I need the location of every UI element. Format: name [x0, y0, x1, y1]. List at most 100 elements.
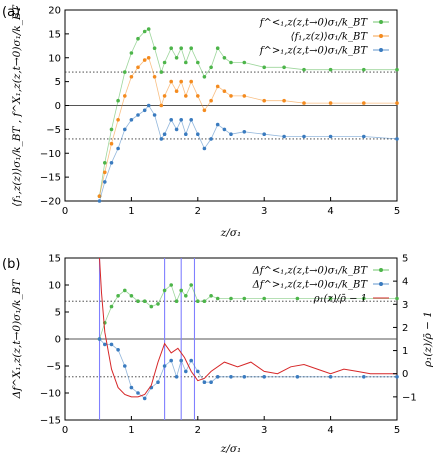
data-point-0-3	[116, 294, 120, 298]
data-point-0-20	[215, 46, 220, 50]
legend-label-1: Δf^>₁,z(z,t→0)σ₁/k_BT	[252, 280, 369, 291]
data-point-0-14	[184, 294, 188, 298]
data-point-0-23	[295, 296, 300, 301]
x-tick-label: 5	[394, 425, 400, 436]
data-point-2-4	[123, 127, 127, 132]
y-tick-label: 0	[55, 335, 61, 346]
x-tick-label: 1	[128, 425, 134, 436]
data-point-1-7	[142, 396, 147, 401]
data-point-0-20	[229, 296, 233, 301]
y2-tick-label: 5	[402, 254, 408, 265]
data-point-2-12	[169, 118, 173, 122]
data-point-0-17	[202, 299, 207, 304]
data-point-1-9	[152, 75, 157, 79]
data-point-2-27	[328, 134, 333, 139]
panel-a-ticks: 0 1 2 3 4 5 −20 −15 −10 −5 0 5 10 15 20	[40, 6, 400, 218]
data-point-1-27	[328, 101, 333, 105]
data-point-0-21	[242, 296, 247, 301]
data-point-0-3	[116, 98, 120, 103]
data-point-1-21	[242, 375, 247, 379]
legend-label-0: f^<₁,z(z,t→0)σ₁/k_BT	[259, 18, 369, 29]
y-tick-label: 0	[55, 101, 61, 112]
data-point-0-11	[169, 283, 173, 287]
panel-b-y2label: ρ₁(z)/ρ̄ − 1	[422, 311, 434, 368]
data-point-2-13	[174, 127, 179, 132]
data-point-0-5	[129, 294, 134, 298]
data-point-1-9	[156, 380, 160, 385]
panel-b-xlabel: z/σ₁	[220, 443, 241, 455]
data-point-0-5	[129, 51, 134, 55]
data-point-0-1	[103, 161, 107, 165]
data-point-1-24	[262, 98, 267, 103]
x-tick-label: 2	[195, 425, 201, 436]
panel-b-ylabel: Δf^X₁,z(z,t→0)σ₁/k_BT	[11, 279, 23, 400]
data-point-1-23	[295, 375, 300, 379]
panel-label-a: (a)	[2, 5, 20, 20]
data-point-1-6	[136, 65, 140, 70]
data-point-0-6	[136, 36, 140, 41]
data-point-2-8	[146, 103, 151, 108]
data-point-2-18	[202, 146, 207, 151]
data-point-2-20	[215, 122, 220, 127]
data-point-0-16	[189, 46, 193, 50]
x-tick-label: 3	[261, 206, 267, 217]
data-point-2-7	[142, 108, 147, 113]
data-point-0-22	[262, 296, 267, 301]
data-point-0-21	[222, 56, 227, 60]
y-tick-label: −5	[46, 125, 61, 136]
data-point-1-14	[184, 369, 188, 374]
x-tick-label: 2	[195, 206, 201, 217]
legend-swatch-0	[379, 20, 383, 24]
data-point-0-16	[196, 299, 200, 304]
data-point-1-11	[162, 94, 167, 98]
data-point-1-25	[282, 98, 286, 103]
data-point-1-14	[179, 79, 183, 84]
data-point-0-2	[109, 304, 114, 309]
data-point-0-2	[109, 127, 114, 132]
data-point-2-11	[162, 132, 167, 136]
data-point-1-19	[215, 375, 220, 379]
data-point-1-3	[116, 118, 120, 122]
data-point-1-18	[209, 380, 213, 385]
y-tick-label: 15	[48, 29, 61, 40]
panel-a-legend: f^<₁,z(z,t→0)σ₁/k_BT ⟨f₁,z(z)⟩σ₁/k_BT f^>₁…	[259, 18, 389, 57]
data-point-1-0	[97, 337, 102, 341]
y-tick-label: −15	[40, 416, 61, 427]
data-point-1-12	[169, 79, 173, 84]
data-point-1-19	[209, 98, 213, 103]
data-point-0-26	[395, 296, 399, 301]
data-point-1-1	[103, 170, 107, 175]
data-point-2-23	[242, 130, 247, 134]
series-trace-1	[99, 338, 397, 399]
y2-tick-label: 2	[402, 323, 408, 334]
data-point-2-10	[159, 137, 164, 141]
data-point-1-20	[215, 84, 220, 89]
data-point-2-19	[209, 137, 213, 141]
data-point-1-2	[109, 141, 114, 146]
data-point-0-7	[142, 299, 147, 304]
x-tick-label: 5	[394, 206, 400, 217]
y-tick-label: 5	[55, 308, 61, 319]
data-point-0-13	[174, 56, 179, 60]
data-point-2-15	[184, 132, 188, 136]
data-point-0-13	[179, 288, 183, 293]
x-tick-label: 4	[327, 425, 333, 436]
y-tick-label: 15	[48, 254, 61, 265]
data-point-0-10	[159, 70, 164, 74]
data-point-1-2	[109, 342, 114, 347]
series-line-2	[99, 257, 397, 398]
panel-b-reference-lines	[65, 300, 397, 378]
data-point-2-28	[362, 134, 366, 139]
y2-tick-label: 4	[402, 277, 408, 288]
data-point-1-1	[103, 342, 107, 347]
panel-label-b: (b)	[2, 257, 20, 272]
data-point-1-20	[229, 375, 233, 379]
data-point-0-10	[162, 288, 167, 293]
y-tick-label: −15	[40, 173, 61, 184]
data-point-0-19	[209, 65, 213, 70]
legend-swatch-1	[379, 34, 383, 38]
y-tick-label: −5	[46, 362, 61, 373]
